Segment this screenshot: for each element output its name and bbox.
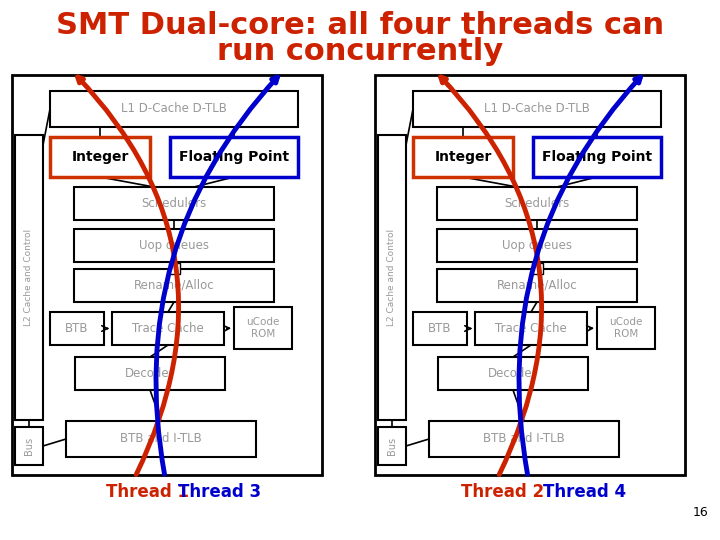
Bar (66, 421, 256, 457)
Bar (74, 187, 274, 220)
Bar (413, 91, 661, 127)
Text: Thread 2: Thread 2 (462, 483, 544, 501)
Text: Trace Cache: Trace Cache (132, 322, 204, 335)
Text: Trace Cache: Trace Cache (495, 322, 567, 335)
Bar (112, 312, 224, 345)
Text: Integer: Integer (434, 150, 492, 164)
Text: Schedulers: Schedulers (141, 197, 207, 210)
Bar (168, 263, 179, 274)
Bar (413, 312, 467, 345)
Text: Bus: Bus (387, 437, 397, 455)
Text: Schedulers: Schedulers (505, 197, 570, 210)
Bar (437, 269, 637, 302)
Text: L1 D-Cache D-TLB: L1 D-Cache D-TLB (484, 103, 590, 116)
Text: L2 Cache and Control: L2 Cache and Control (387, 229, 397, 326)
Bar (50, 312, 104, 345)
Bar (50, 91, 298, 127)
Text: 16: 16 (692, 505, 708, 518)
Bar (15, 427, 43, 465)
Text: Rename/Alloc: Rename/Alloc (497, 279, 577, 292)
Bar (234, 307, 292, 349)
Text: L1 D-Cache D-TLB: L1 D-Cache D-TLB (121, 103, 227, 116)
Bar (437, 187, 637, 220)
Text: BTB and I-TLB: BTB and I-TLB (483, 433, 565, 446)
Bar (531, 263, 542, 274)
Text: L2 Cache and Control: L2 Cache and Control (24, 229, 34, 326)
Bar (413, 137, 513, 177)
Bar (597, 307, 655, 349)
Bar (437, 229, 637, 262)
Text: Decoder: Decoder (125, 367, 175, 380)
Text: BTB: BTB (66, 322, 89, 335)
Text: Bus: Bus (24, 437, 34, 455)
Bar (75, 357, 225, 390)
Bar (378, 427, 406, 465)
Text: Thread 3: Thread 3 (179, 483, 261, 501)
Bar (15, 135, 43, 420)
Text: Floating Point: Floating Point (179, 150, 289, 164)
Text: Uop queues: Uop queues (502, 239, 572, 252)
Bar (429, 421, 619, 457)
Bar (170, 137, 298, 177)
Bar (475, 312, 587, 345)
Bar (74, 229, 274, 262)
Text: run concurrently: run concurrently (217, 37, 503, 66)
Text: Decoder: Decoder (488, 367, 538, 380)
Text: uCode
ROM: uCode ROM (609, 317, 643, 339)
Text: Thread 1: Thread 1 (107, 483, 189, 501)
Bar (533, 137, 661, 177)
Bar (74, 269, 274, 302)
Bar (438, 357, 588, 390)
Text: Rename/Alloc: Rename/Alloc (134, 279, 215, 292)
Bar (378, 135, 406, 420)
Text: BTB: BTB (428, 322, 451, 335)
Text: BTB and I-TLB: BTB and I-TLB (120, 433, 202, 446)
Bar (375, 75, 685, 475)
Text: Integer: Integer (71, 150, 129, 164)
Text: Floating Point: Floating Point (542, 150, 652, 164)
Bar (50, 137, 150, 177)
Text: Uop queues: Uop queues (139, 239, 209, 252)
Bar (12, 75, 322, 475)
Text: Thread 4: Thread 4 (544, 483, 626, 501)
Text: SMT Dual-core: all four threads can: SMT Dual-core: all four threads can (56, 10, 664, 39)
Text: uCode
ROM: uCode ROM (246, 317, 279, 339)
